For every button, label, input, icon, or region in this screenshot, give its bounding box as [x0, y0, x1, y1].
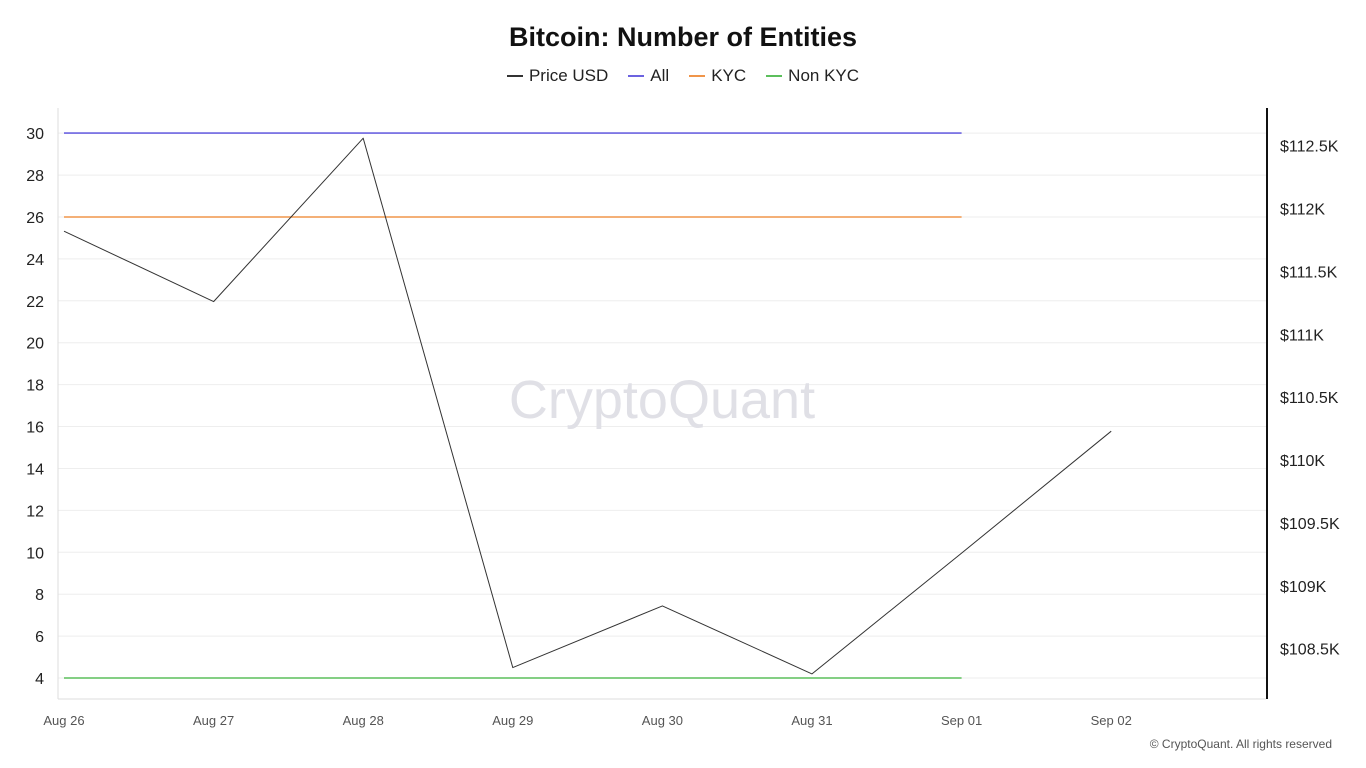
y-right-tick-111000: $111K	[1280, 327, 1324, 344]
y-right-tick-108500: $108.5K	[1280, 642, 1340, 659]
legend-swatch-price-usd	[506, 75, 523, 77]
x-tick-aug-31: Aug 31	[791, 713, 832, 728]
y-right-tick-110000: $110K	[1280, 453, 1325, 470]
legend-item-all[interactable]: All	[628, 66, 669, 86]
y-right-tick-112500: $112.5K	[1280, 139, 1339, 156]
y-right-tick-109500: $109.5K	[1280, 516, 1340, 533]
y-right-tick-112000: $112K	[1280, 202, 1325, 219]
y-left-tick-12: 12	[26, 503, 44, 520]
x-tick-aug-26: Aug 26	[43, 713, 84, 728]
y-left-tick-14: 14	[26, 461, 44, 478]
legend-item-non-kyc[interactable]: Non KYC	[766, 66, 859, 86]
x-tick-aug-29: Aug 29	[492, 713, 533, 728]
y-left-tick-30: 30	[26, 126, 44, 143]
y-right-tick-109000: $109K	[1280, 579, 1327, 596]
y-right-tick-110500: $110.5K	[1280, 390, 1339, 407]
y-left-tick-10: 10	[26, 545, 44, 562]
legend-swatch-non-kyc	[766, 75, 783, 77]
y-left-tick-26: 26	[26, 210, 44, 227]
legend-item-kyc[interactable]: KYC	[689, 66, 746, 86]
y-left-tick-16: 16	[26, 420, 44, 437]
legend-label-price-usd: Price USD	[528, 66, 609, 85]
chart-title: Bitcoin: Number of Entities	[508, 22, 857, 52]
x-tick-sep-02: Sep 02	[1091, 713, 1132, 728]
x-tick-sep-01: Sep 01	[941, 713, 982, 728]
legend-label-all: All	[650, 66, 670, 85]
x-tick-aug-28: Aug 28	[343, 713, 384, 728]
x-tick-aug-30: Aug 30	[642, 713, 683, 728]
y-left-tick-4: 4	[35, 671, 44, 688]
y-left-tick-8: 8	[35, 587, 44, 604]
legend-label-kyc: KYC	[711, 66, 747, 85]
y-left-tick-20: 20	[26, 336, 44, 353]
series-line-price-usd[interactable]	[63, 137, 1112, 675]
legend-item-price-usd[interactable]: Price USD	[506, 66, 609, 86]
legend-label-non-kyc: Non KYC	[788, 66, 860, 85]
copyright-credit: © CryptoQuant. All rights reserved	[1149, 737, 1332, 751]
y-left-tick-24: 24	[26, 252, 44, 269]
y-left-tick-22: 22	[26, 294, 44, 311]
y-left-tick-28: 28	[26, 168, 44, 185]
y-left-tick-18: 18	[26, 378, 44, 395]
y-left-tick-6: 6	[35, 629, 44, 646]
watermark-text: CryptoQuant	[509, 370, 815, 430]
x-tick-aug-27: Aug 27	[193, 713, 234, 728]
legend-swatch-all	[628, 75, 645, 77]
y-right-tick-111500: $111.5K	[1280, 264, 1338, 281]
chart-legend: Price USD All KYC Non KYC	[0, 66, 1366, 86]
legend-swatch-kyc	[689, 75, 706, 77]
